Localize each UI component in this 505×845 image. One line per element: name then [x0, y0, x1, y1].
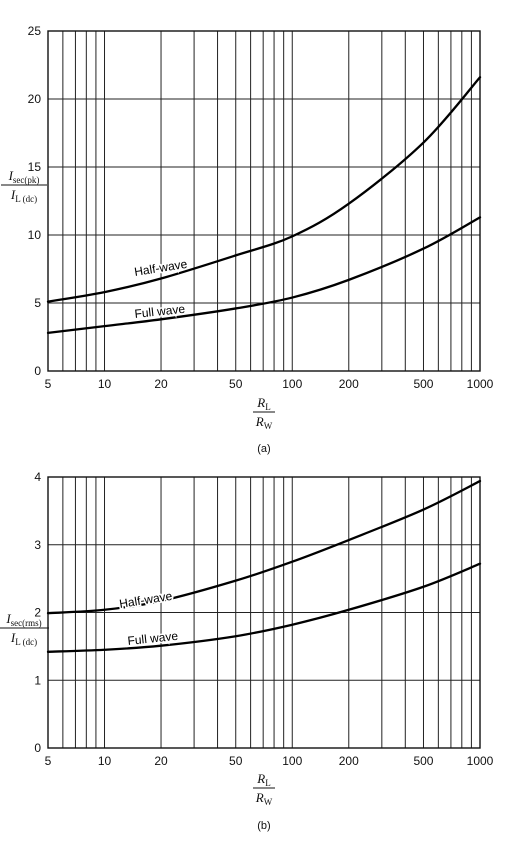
x-tick-label: 500: [413, 754, 433, 768]
y-axis-label: Isec(pk)IL (dc): [1, 168, 47, 204]
x-tick-label: 200: [339, 377, 359, 391]
full-wave-label: Full wave: [127, 629, 179, 648]
axis-label-num-main: R: [256, 395, 265, 410]
full-wave-label: Full wave: [134, 302, 186, 321]
chart-panel-b: 0 1 2 3 4 5 10 20 50 100 200 500 1000 Half-wave Full w…: [0, 470, 494, 832]
axis-label-num-sub: sec(rms): [11, 618, 42, 628]
axis-label-denominator: IL (dc): [10, 187, 37, 204]
plot-frame: [47, 30, 481, 372]
y-tick-label: 15: [28, 160, 42, 174]
y-tick-label: 0: [34, 741, 41, 755]
x-tick-label: 1000: [467, 754, 494, 768]
axis-label-den-sub: L (dc): [15, 637, 37, 647]
axis-label-num-sub: sec(pk): [13, 175, 40, 185]
y-tick-label: 4: [34, 470, 41, 484]
x-tick-label: 50: [229, 754, 243, 768]
axis-label-den-main: R: [255, 790, 264, 805]
y-axis-label: Isec(rms)IL (dc): [0, 611, 49, 647]
half-wave-curve: [46, 76, 482, 303]
full-wave-curve: [46, 562, 482, 653]
axis-label-den-sub: W: [264, 797, 273, 807]
axis-label-den-main: I: [10, 187, 16, 202]
y-tick-label: 0: [34, 364, 41, 378]
half-wave-curve: [46, 479, 482, 615]
half-wave-label: Half-wave: [118, 589, 173, 611]
y-tick-label: 25: [28, 24, 42, 38]
axis-label-den-sub: W: [264, 421, 273, 431]
y-tick-label: 3: [34, 538, 41, 552]
y-tick-label: 1: [34, 673, 41, 687]
axis-label-den-main: R: [255, 414, 264, 429]
y-tick-label: 5: [34, 296, 41, 310]
x-tick-label: 10: [98, 377, 112, 391]
axis-label-numerator: Isec(pk): [8, 168, 40, 185]
axis-label-numerator: Isec(rms): [5, 611, 41, 628]
axis-label-denominator: IL (dc): [10, 630, 37, 647]
figure-caption: (b): [257, 820, 270, 832]
y-tick-label: 2: [34, 606, 41, 620]
axis-label-num-sub: L: [265, 402, 271, 412]
x-tick-label: 5: [45, 754, 52, 768]
x-tick-label: 100: [282, 377, 302, 391]
x-tick-label: 5: [45, 377, 52, 391]
x-tick-label: 10: [98, 754, 112, 768]
y-tick-label: 10: [28, 228, 42, 242]
x-tick-label: 1000: [467, 377, 494, 391]
x-tick-label: 20: [154, 754, 168, 768]
axis-label-num-main: R: [256, 771, 265, 786]
x-tick-label: 500: [413, 377, 433, 391]
axis-label-numerator: RL: [256, 771, 270, 788]
y-tick-label: 20: [28, 92, 42, 106]
axis-label-denominator: RW: [255, 414, 273, 431]
axis-label-num-main: I: [8, 168, 14, 183]
axis-label-num-main: I: [5, 611, 11, 626]
full-wave-curve: [46, 216, 482, 335]
x-tick-label: 200: [339, 754, 359, 768]
axis-label-num-sub: L: [265, 778, 271, 788]
figure-caption: (a): [257, 443, 270, 455]
x-tick-label: 100: [282, 754, 302, 768]
axis-label-den-sub: L (dc): [15, 194, 37, 204]
x-tick-label: 50: [229, 377, 243, 391]
axis-label-denominator: RW: [255, 790, 273, 807]
axis-label-den-main: I: [10, 630, 16, 645]
x-tick-label: 20: [154, 377, 168, 391]
axis-label-numerator: RL: [256, 395, 270, 412]
